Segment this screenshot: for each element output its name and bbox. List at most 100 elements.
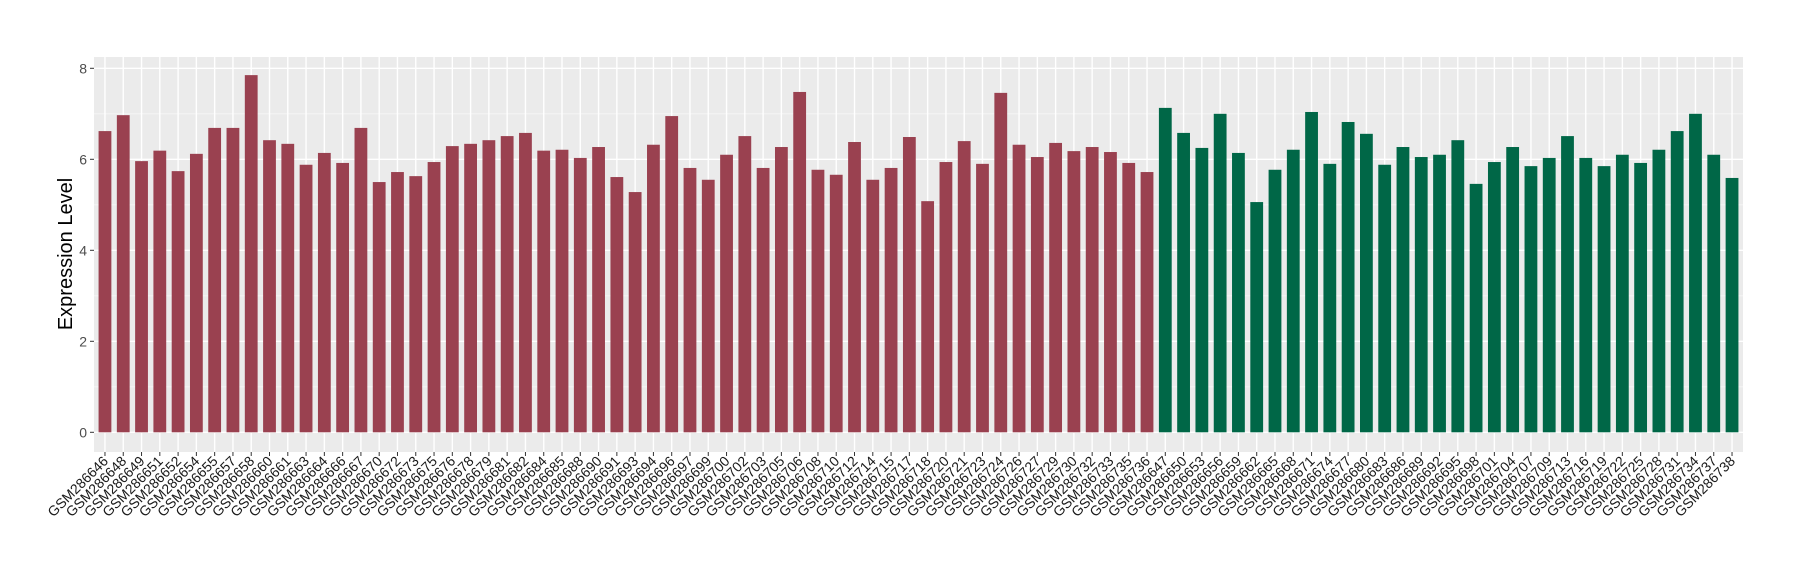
bar-GSM286655 xyxy=(208,127,222,433)
bar-GSM286697 xyxy=(683,167,697,433)
bar-GSM286674 xyxy=(1323,163,1337,433)
bar-GSM286685 xyxy=(555,149,569,433)
bar-GSM286720 xyxy=(939,162,953,433)
bar-GSM286736 xyxy=(1140,172,1154,433)
bar-GSM286705 xyxy=(774,147,788,433)
bar-GSM286713 xyxy=(1561,136,1574,433)
bar-GSM286658 xyxy=(244,75,258,433)
bar-GSM286733 xyxy=(1104,152,1117,433)
bar-GSM286692 xyxy=(1433,154,1446,433)
bar-GSM286703 xyxy=(756,167,770,433)
bar-GSM286646 xyxy=(98,131,112,433)
bar-GSM286728 xyxy=(1652,149,1666,433)
bar-GSM286738 xyxy=(1725,177,1739,433)
bar-GSM286659 xyxy=(1232,152,1245,433)
bar-GSM286660 xyxy=(263,140,276,433)
bar-GSM286731 xyxy=(1670,131,1684,433)
x-axis: GSM286646GSM286648GSM286649GSM286651GSM2… xyxy=(44,452,1738,520)
bar-GSM286675 xyxy=(427,162,441,433)
bar-GSM286730 xyxy=(1067,151,1081,433)
bar-GSM286716 xyxy=(1579,157,1593,433)
bar-GSM286699 xyxy=(701,179,715,433)
bar-GSM286672 xyxy=(391,172,404,433)
bar-GSM286650 xyxy=(1177,132,1190,433)
bar-GSM286676 xyxy=(445,146,459,433)
bar-GSM286690 xyxy=(592,147,605,433)
bar-GSM286702 xyxy=(738,136,752,433)
bar-GSM286665 xyxy=(1268,169,1282,433)
bar-GSM286671 xyxy=(1305,111,1318,433)
bar-GSM286700 xyxy=(720,154,733,433)
bar-GSM286684 xyxy=(537,150,551,433)
y-tick-label: 4 xyxy=(79,242,87,258)
bars xyxy=(98,75,1739,433)
bar-GSM286721 xyxy=(957,141,971,433)
bar-GSM286651 xyxy=(153,150,167,433)
bar-GSM286686 xyxy=(1396,147,1410,433)
bar-GSM286654 xyxy=(189,153,203,433)
bar-GSM286677 xyxy=(1341,121,1355,433)
bar-GSM286701 xyxy=(1487,162,1501,433)
bar-GSM286681 xyxy=(500,136,514,433)
bar-GSM286696 xyxy=(665,116,679,433)
bar-GSM286732 xyxy=(1085,147,1099,433)
bar-GSM286647 xyxy=(1158,107,1172,433)
bar-GSM286688 xyxy=(573,157,587,433)
y-tick-label: 8 xyxy=(79,60,87,76)
bar-GSM286709 xyxy=(1542,157,1556,433)
bar-GSM286678 xyxy=(464,143,477,433)
y-axis: 0 2 4 6 8 xyxy=(79,60,94,440)
bar-GSM286727 xyxy=(1030,157,1044,433)
bar-GSM286679 xyxy=(482,140,496,433)
bar-GSM286691 xyxy=(610,177,624,433)
bar-GSM286734 xyxy=(1689,113,1702,433)
bar-GSM286722 xyxy=(1615,154,1629,433)
bar-GSM286662 xyxy=(1250,202,1264,433)
bar-GSM286693 xyxy=(628,192,642,433)
bar-GSM286683 xyxy=(1378,164,1392,433)
bar-GSM286656 xyxy=(1213,113,1227,433)
bar-GSM286664 xyxy=(317,152,331,433)
y-tick-label: 2 xyxy=(79,333,87,349)
bar-GSM286666 xyxy=(336,162,350,433)
bar-GSM286718 xyxy=(921,201,935,433)
bar-GSM286689 xyxy=(1414,157,1428,433)
bar-GSM286737 xyxy=(1707,154,1721,433)
bar-GSM286652 xyxy=(171,171,185,433)
bar-GSM286735 xyxy=(1122,162,1136,433)
y-tick-label: 6 xyxy=(79,151,87,167)
bar-GSM286729 xyxy=(1049,142,1063,433)
plot-panel xyxy=(94,57,1743,452)
bar-GSM286695 xyxy=(1451,140,1465,433)
bar-GSM286673 xyxy=(409,176,423,433)
bar-GSM286708 xyxy=(811,169,825,433)
bar-GSM286657 xyxy=(226,127,240,433)
bar-GSM286648 xyxy=(116,115,130,433)
bar-GSM286680 xyxy=(1360,133,1373,433)
bar-GSM286663 xyxy=(299,164,313,433)
bar-GSM286668 xyxy=(1286,149,1300,433)
bar-GSM286714 xyxy=(866,179,880,433)
bar-GSM286649 xyxy=(135,161,148,433)
bar-GSM286707 xyxy=(1524,166,1538,433)
y-tick-label: 0 xyxy=(79,424,87,440)
bar-GSM286715 xyxy=(884,167,898,433)
bar-GSM286670 xyxy=(372,182,386,433)
bar-GSM286704 xyxy=(1506,147,1520,433)
bar-GSM286723 xyxy=(976,163,989,433)
bar-GSM286698 xyxy=(1469,183,1483,433)
bar-GSM286724 xyxy=(994,92,1008,433)
bar-GSM286717 xyxy=(902,137,916,433)
bar-GSM286661 xyxy=(281,143,295,433)
bar-GSM286712 xyxy=(848,142,861,433)
bar-GSM286694 xyxy=(647,144,660,433)
bar-GSM286726 xyxy=(1012,144,1026,433)
bar-GSM286725 xyxy=(1634,162,1648,433)
bar-GSM286653 xyxy=(1195,147,1209,433)
bar-GSM286667 xyxy=(354,127,368,433)
bar-GSM286682 xyxy=(519,132,532,433)
bar-GSM286706 xyxy=(793,91,807,433)
y-axis-title: Expression Level xyxy=(55,178,77,330)
bar-GSM286719 xyxy=(1597,166,1611,433)
